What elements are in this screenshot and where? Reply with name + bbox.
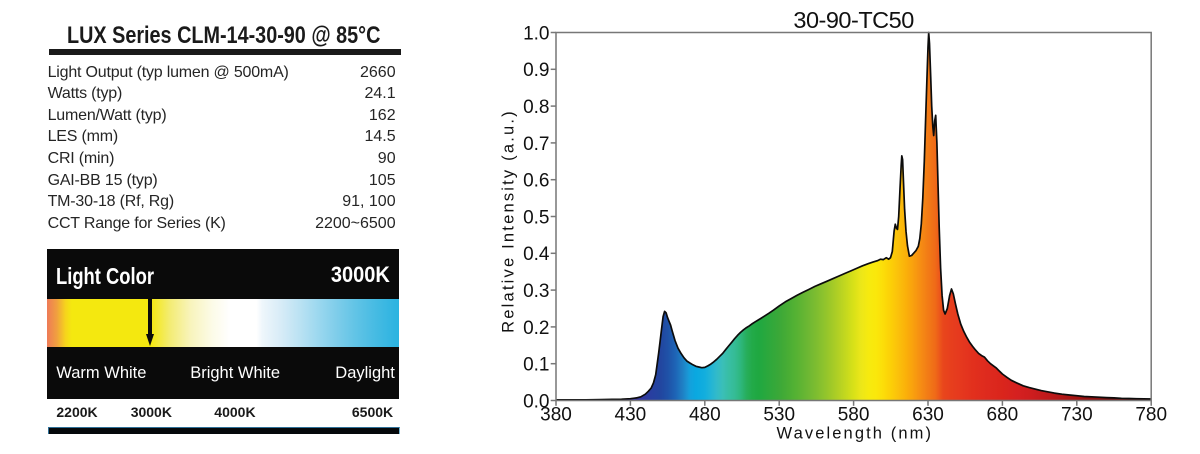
svg-text:530: 530 bbox=[763, 404, 795, 425]
svg-text:0.4: 0.4 bbox=[523, 244, 550, 265]
svg-text:Wavelength (nm): Wavelength (nm) bbox=[777, 424, 934, 442]
svg-text:0.0: 0.0 bbox=[523, 391, 549, 412]
svg-text:480: 480 bbox=[689, 404, 721, 425]
svg-text:1.0: 1.0 bbox=[523, 23, 549, 44]
svg-text:580: 580 bbox=[838, 404, 870, 425]
svg-text:680: 680 bbox=[987, 404, 1019, 425]
svg-text:0.2: 0.2 bbox=[523, 318, 549, 339]
svg-text:0.9: 0.9 bbox=[523, 60, 549, 81]
svg-text:0.1: 0.1 bbox=[523, 355, 549, 376]
svg-text:0.6: 0.6 bbox=[523, 171, 549, 192]
svg-text:780: 780 bbox=[1135, 404, 1167, 425]
svg-text:30-90-TC50: 30-90-TC50 bbox=[793, 7, 914, 33]
svg-text:0.8: 0.8 bbox=[523, 97, 549, 118]
svg-text:730: 730 bbox=[1061, 404, 1093, 425]
svg-text:Relative Intensity (a.u.): Relative Intensity (a.u.) bbox=[500, 109, 518, 333]
svg-text:0.7: 0.7 bbox=[523, 134, 549, 155]
svg-text:0.3: 0.3 bbox=[523, 281, 549, 302]
svg-text:430: 430 bbox=[615, 404, 647, 425]
svg-text:0.5: 0.5 bbox=[523, 207, 549, 228]
svg-text:380: 380 bbox=[540, 404, 572, 425]
svg-text:630: 630 bbox=[912, 404, 944, 425]
